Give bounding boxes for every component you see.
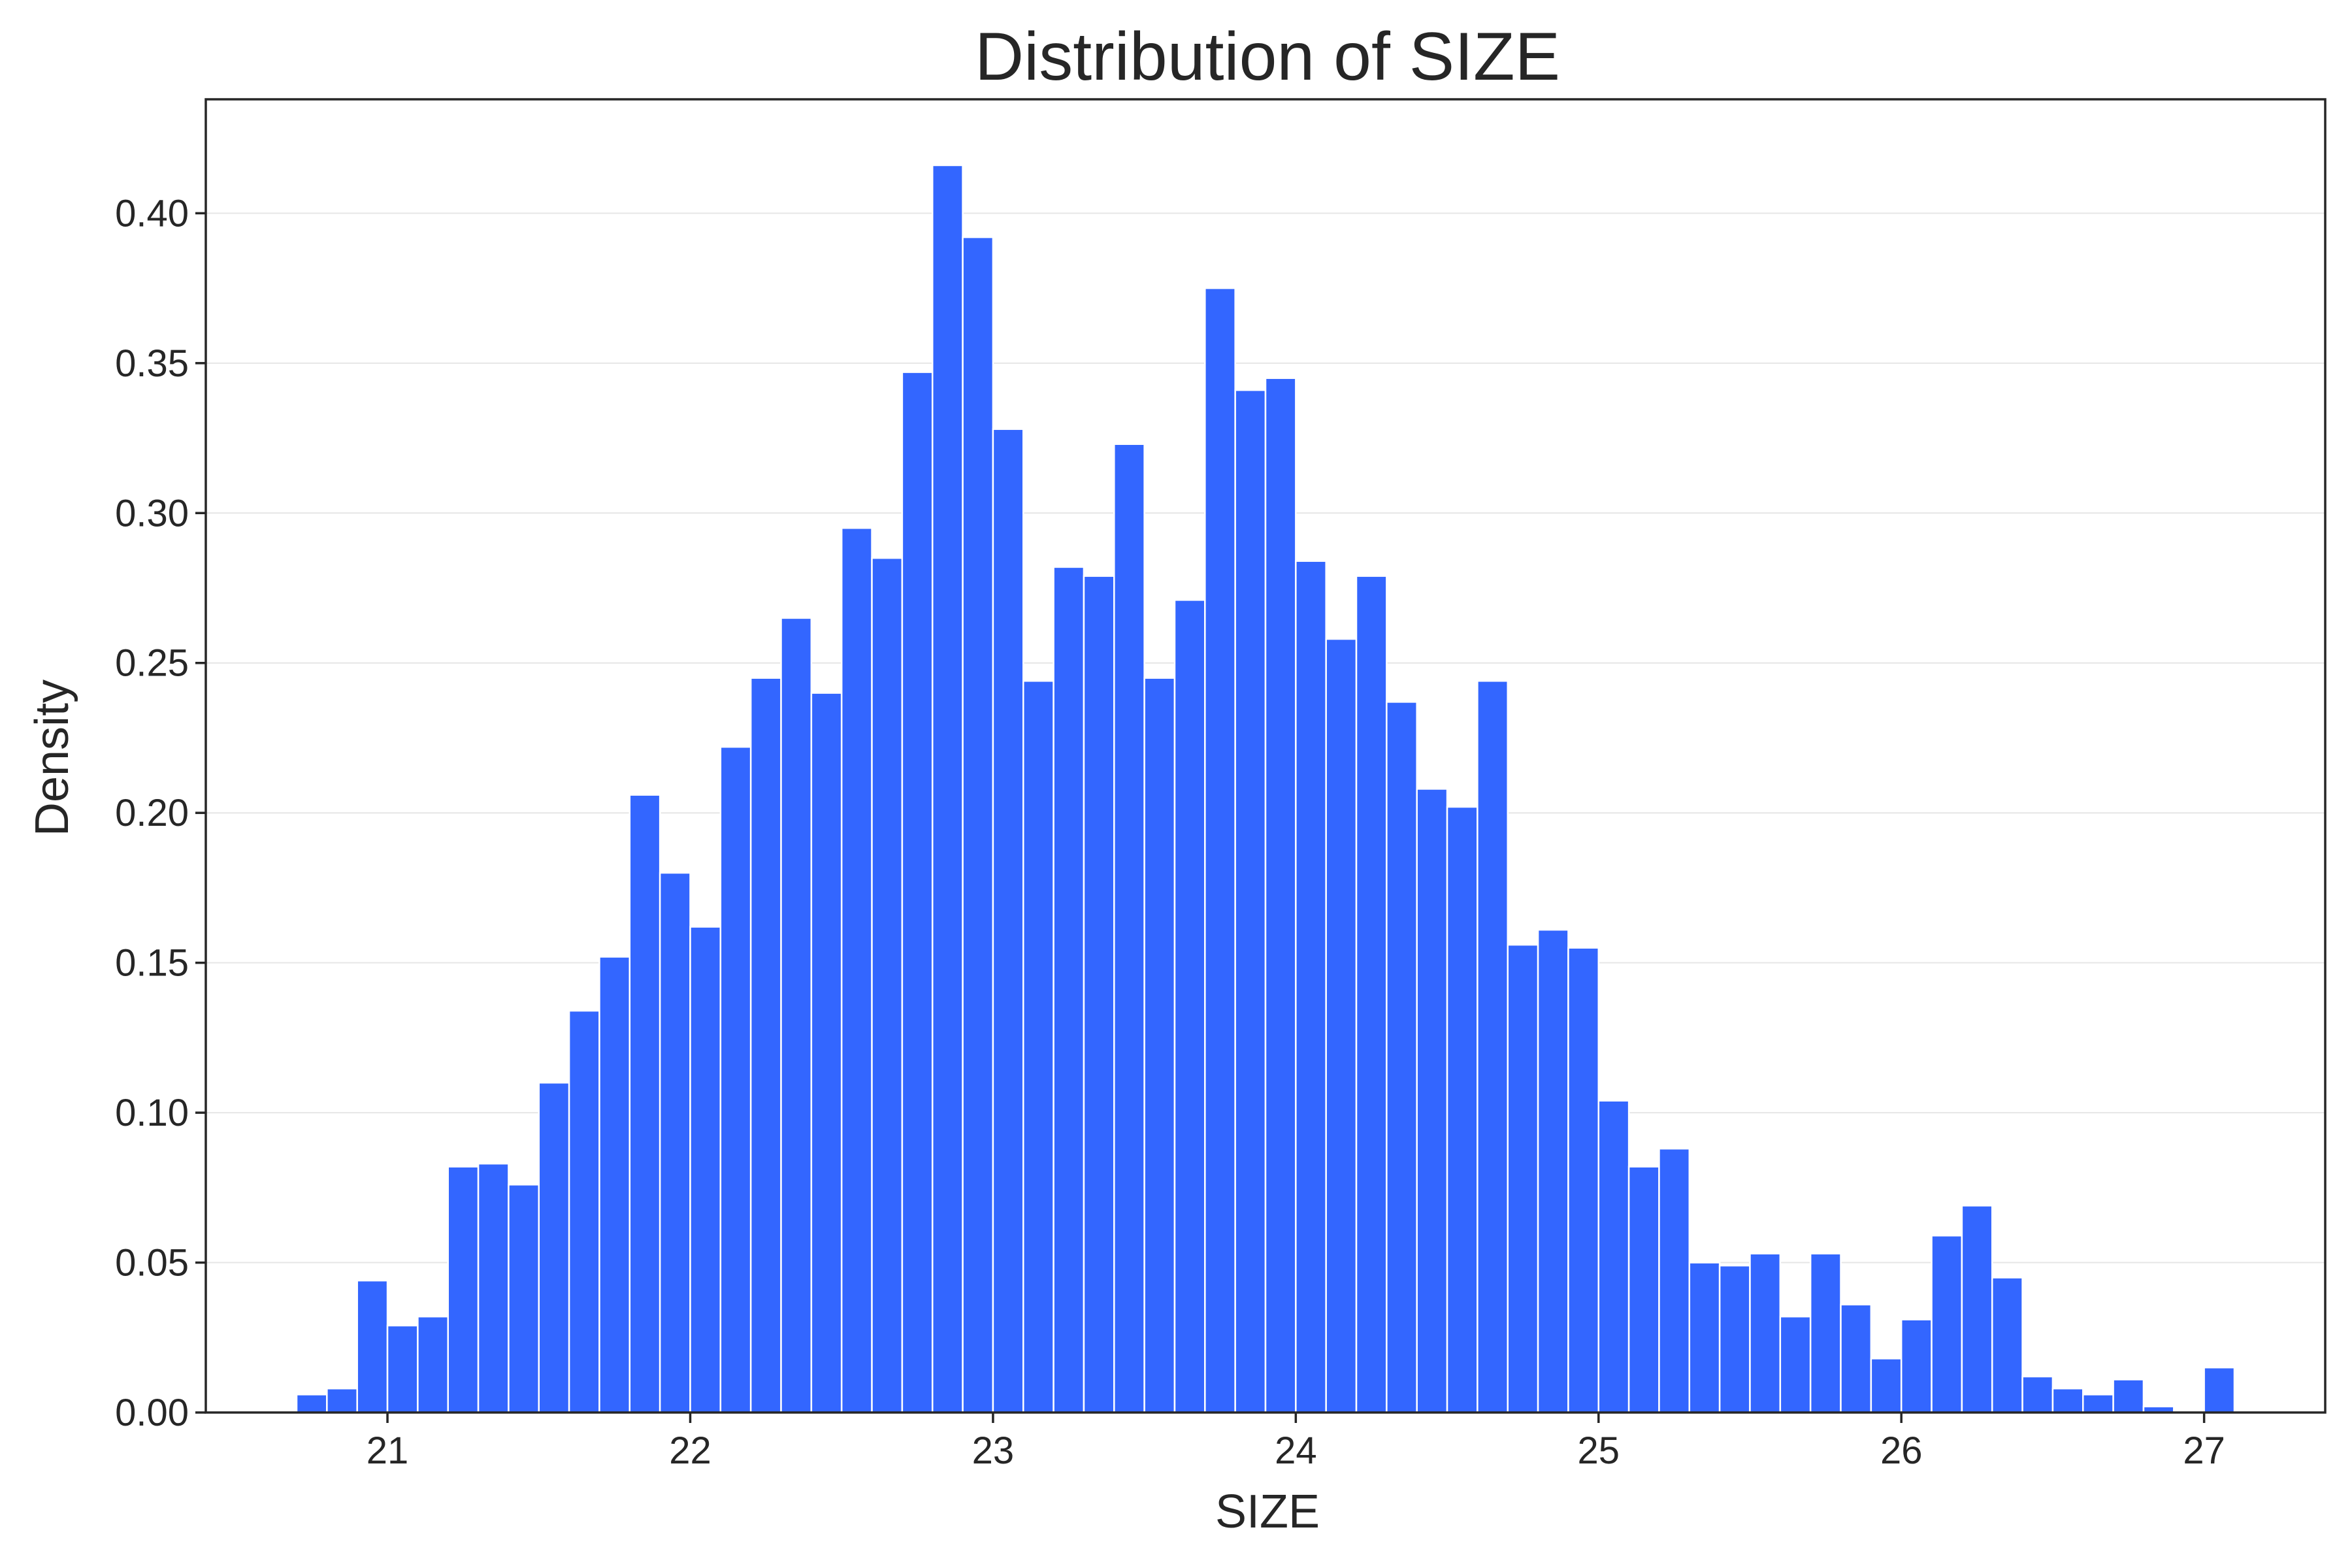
histogram-bar: [780, 617, 813, 1414]
histogram-bar: [1900, 1318, 1933, 1414]
histogram-bar: [1507, 943, 1539, 1414]
histogram-bar: [1113, 443, 1145, 1414]
histogram-bar: [840, 527, 873, 1414]
y-tick-label: 0.25: [115, 642, 189, 685]
y-tick-label: 0.20: [115, 792, 189, 834]
histogram-bar: [2203, 1366, 2236, 1414]
histogram-bar: [1295, 560, 1327, 1414]
histogram-bar: [1840, 1303, 1872, 1414]
y-axis-ticks: 0.00 0.05 0.10 0.15 0.20 0.25 0.30 0.35 0.40: [115, 192, 206, 1434]
histogram-bar: [1355, 575, 1388, 1414]
histogram-bar: [356, 1279, 389, 1414]
histogram-bar: [1386, 701, 1418, 1414]
histogram-bar: [477, 1162, 510, 1414]
histogram-bar: [810, 692, 843, 1414]
histogram-bar: [326, 1388, 358, 1414]
histogram-bar: [568, 1009, 600, 1414]
histogram-bar: [1991, 1277, 2023, 1414]
histogram-bar: [1022, 680, 1054, 1414]
histogram-bar: [1658, 1147, 1691, 1414]
y-tick-label: 0.05: [115, 1242, 189, 1284]
histogram-bar: [931, 164, 964, 1414]
histogram-bar: [295, 1394, 328, 1414]
x-tick-label: 26: [1880, 1429, 1923, 1472]
histogram-bar: [962, 236, 994, 1414]
histogram-bar: [992, 428, 1024, 1414]
histogram-bar: [447, 1166, 480, 1414]
histogram-bar: [629, 794, 661, 1414]
histogram-bar: [901, 371, 934, 1414]
x-tick-label: 27: [2183, 1429, 2225, 1472]
histogram-bar: [1779, 1315, 1812, 1414]
x-tick-label: 23: [972, 1429, 1015, 1472]
x-tick-label: 22: [669, 1429, 711, 1472]
x-axis-label: SIZE: [1215, 1486, 1320, 1538]
histogram-bar: [1718, 1264, 1751, 1414]
histogram-bar: [1537, 928, 1569, 1414]
histogram-bar: [659, 872, 691, 1414]
histogram-bar: [1325, 638, 1358, 1414]
plot-frame: [204, 98, 2327, 1414]
y-axis-label: Density: [26, 679, 78, 836]
histogram-bar: [2082, 1394, 2114, 1414]
x-tick-label: 21: [367, 1429, 409, 1472]
histogram-bar: [1477, 680, 1509, 1414]
histogram-bar: [1143, 677, 1176, 1414]
histogram-bar: [871, 557, 904, 1414]
histogram-bar: [1204, 287, 1236, 1414]
histogram-bar: [1416, 788, 1448, 1414]
y-tick-label: 0.35: [115, 342, 189, 385]
histogram-bar: [1931, 1234, 1963, 1414]
histogram-bar: [749, 677, 782, 1414]
y-tick-label: 0.30: [115, 492, 189, 534]
histogram-bar: [1597, 1100, 1630, 1414]
histogram-bar: [1870, 1358, 1903, 1414]
histogram-bar: [719, 745, 752, 1414]
histogram-bar: [386, 1324, 419, 1414]
histogram-bar: [2051, 1388, 2084, 1414]
y-tick-label: 0.15: [115, 942, 189, 985]
histogram-bar: [1688, 1262, 1721, 1414]
y-tick-label: 0.40: [115, 192, 189, 235]
histogram-bar: [1809, 1252, 1842, 1414]
histogram-bar: [1234, 389, 1267, 1414]
histogram-bars: [295, 164, 2236, 1414]
chart-title: Distribution of SIZE: [975, 19, 1560, 95]
y-tick-label: 0.00: [115, 1392, 189, 1434]
histogram-bar: [1053, 566, 1085, 1414]
y-tick-label: 0.10: [115, 1092, 189, 1134]
histogram-bar: [2112, 1379, 2145, 1414]
histogram-bar: [598, 956, 631, 1414]
histogram-bar: [1446, 806, 1478, 1414]
histogram-bar: [1567, 947, 1600, 1414]
histogram-bar: [1961, 1205, 1993, 1414]
histogram-bar: [2021, 1375, 2054, 1414]
histogram-bar: [1749, 1252, 1782, 1414]
histogram-bar: [1627, 1166, 1660, 1414]
histogram-bar: [417, 1315, 449, 1414]
histogram-bar: [508, 1183, 540, 1414]
x-tick-label: 24: [1275, 1429, 1317, 1472]
histogram-bar: [1083, 575, 1115, 1414]
histogram-bar: [689, 926, 722, 1414]
histogram-bar: [1173, 599, 1206, 1414]
histogram-bar: [1264, 377, 1297, 1414]
x-tick-label: 25: [1578, 1429, 1620, 1472]
histogram-bar: [538, 1081, 570, 1414]
x-axis-ticks: 21 22 23 24 25 26 27: [367, 1413, 2225, 1472]
